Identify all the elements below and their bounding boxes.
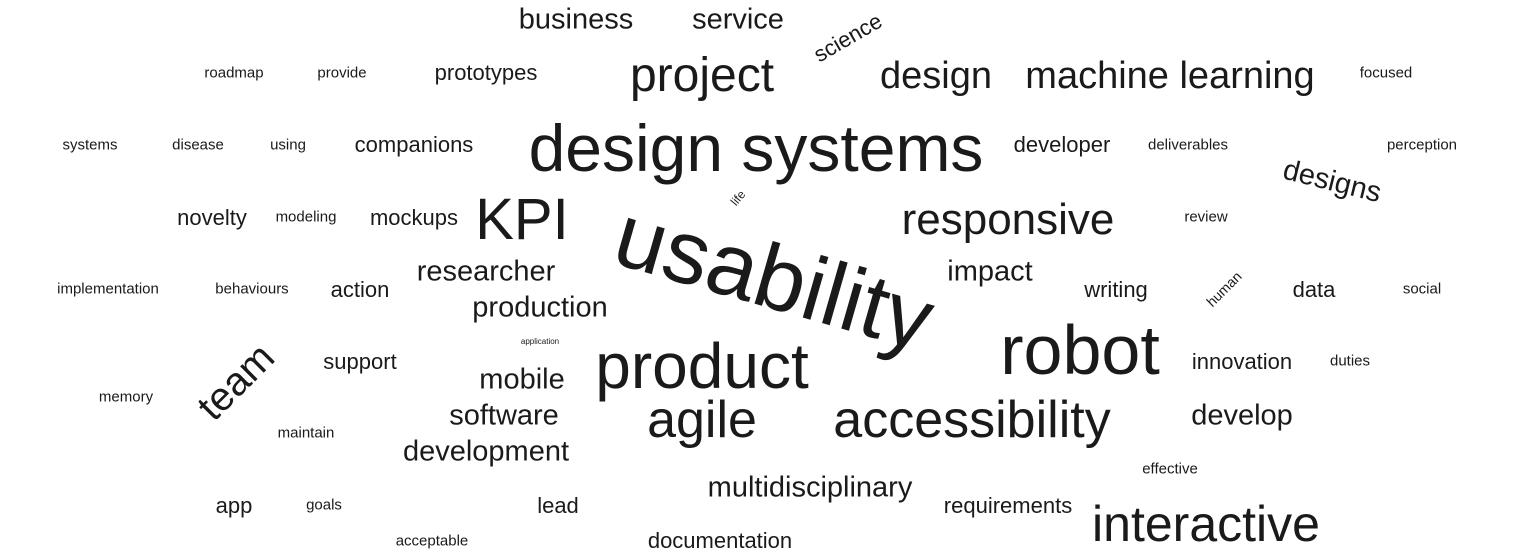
word-development: development <box>402 435 570 468</box>
word-data: data <box>1292 277 1336 302</box>
word-using: using <box>270 136 306 154</box>
word-develop: develop <box>1191 399 1293 432</box>
word-software: software <box>449 399 559 432</box>
word-deliverables: deliverables <box>1147 136 1229 154</box>
word-product: product <box>595 330 809 402</box>
word-researcher: researcher <box>416 255 556 288</box>
word-interactive: interactive <box>1092 496 1320 550</box>
word-acceptable: acceptable <box>395 532 469 550</box>
word-social: social <box>1402 280 1442 298</box>
word-focused: focused <box>1359 64 1413 82</box>
word-memory: memory <box>98 388 154 406</box>
word-mobile: mobile <box>479 363 565 396</box>
word-responsive: responsive <box>901 195 1115 244</box>
word-behaviours: behaviours <box>215 280 289 298</box>
word-perception: perception <box>1386 136 1458 154</box>
word-robot: robot <box>1000 311 1160 389</box>
word-systems: systems <box>62 136 118 154</box>
word-agile: agile <box>647 391 757 449</box>
word-modeling: modeling <box>275 208 337 226</box>
word-production: production <box>472 291 608 324</box>
word-machine-learning: machine learning <box>1025 55 1315 97</box>
word-mockups: mockups <box>369 205 459 230</box>
word-life: life <box>727 187 749 209</box>
word-novelty: novelty <box>177 205 247 230</box>
word-lead: lead <box>537 493 579 518</box>
word-innovation: innovation <box>1191 349 1293 374</box>
word-application: application <box>520 337 560 346</box>
word-science: science <box>809 8 887 68</box>
word-business: business <box>518 3 634 36</box>
word-service: service <box>692 3 784 36</box>
word-prototypes: prototypes <box>434 60 538 85</box>
word-project: project <box>629 49 775 102</box>
word-kpi: KPI <box>475 187 569 252</box>
word-provide: provide <box>317 64 367 82</box>
word-designs: designs <box>1279 153 1385 210</box>
word-companions: companions <box>354 132 474 157</box>
word-action: action <box>330 277 390 302</box>
word-effective: effective <box>1142 460 1198 478</box>
word-maintain: maintain <box>277 424 335 442</box>
word-review: review <box>1184 208 1228 226</box>
word-documentation: documentation <box>647 528 793 550</box>
word-requirements: requirements <box>943 493 1073 518</box>
word-design-systems: design systems <box>528 111 984 185</box>
word-implementation: implementation <box>57 280 159 298</box>
word-app: app <box>215 493 253 518</box>
word-goals: goals <box>306 496 342 514</box>
word-developer: developer <box>1013 132 1111 157</box>
word-design: design <box>880 55 992 97</box>
word-impact: impact <box>947 255 1033 288</box>
word-human: human <box>1203 268 1245 310</box>
word-multidisciplinary: multidisciplinary <box>707 471 913 504</box>
word-roadmap: roadmap <box>204 64 264 82</box>
word-accessibility: accessibility <box>833 391 1111 449</box>
word-writing: writing <box>1084 277 1148 302</box>
word-support: support <box>323 349 397 374</box>
word-duties: duties <box>1329 352 1371 370</box>
word-disease: disease <box>172 136 224 154</box>
word-team: team <box>188 334 284 430</box>
